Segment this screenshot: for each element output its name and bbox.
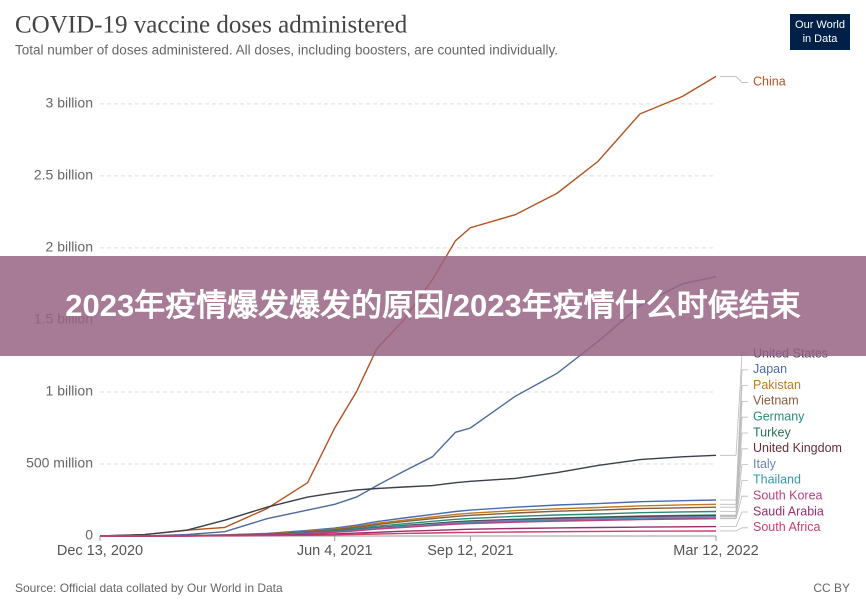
legend-label: China [753,75,786,89]
source: Source: Official data collated by Our Wo… [15,581,283,595]
y-tick-label: 0 [85,527,93,543]
legend-leader [720,416,748,512]
chart-subtitle: Total number of doses administered. All … [15,43,558,58]
legend-label: Saudi Arabia [753,504,824,518]
legend-leader [720,479,748,519]
legend-leader [720,385,748,505]
logo-text: Our World [795,19,845,31]
x-tick-label: Mar 12, 2022 [673,543,758,559]
series-line [100,510,717,537]
legend-label: Vietnam [753,394,799,408]
legend-leader [720,448,748,517]
legend-label: Pakistan [753,378,801,392]
x-tick-label: Dec 13, 2020 [57,543,143,559]
logo-text: in Data [803,33,839,45]
x-tick-label: Sep 12, 2021 [427,543,513,559]
license: CC BY [813,581,850,595]
x-tick-label: Jun 4, 2021 [297,543,373,559]
legend-label: Turkey [753,425,791,439]
y-tick-label: 3 billion [46,95,93,111]
y-tick-label: 2.5 billion [34,167,93,183]
legend-leader [720,511,748,528]
legend-leader [720,353,748,456]
legend-leader [720,76,748,83]
y-tick-label: 2 billion [46,239,93,255]
legend-label: South Africa [753,520,820,534]
legend-leader [720,432,748,516]
y-tick-label: 1 billion [46,383,93,399]
legend-label: South Korea [753,488,823,502]
chart-title: COVID-19 vaccine doses administered [15,12,408,39]
legend-leader [720,400,748,508]
legend-label: Germany [753,409,805,423]
banner: 2023年疫情爆发爆发的原因/2023年疫情什么时候结束 [0,256,866,356]
series-line [100,530,717,537]
y-tick-label: 500 million [26,455,93,471]
legend-label: United Kingdom [753,441,842,455]
legend-label: Japan [753,362,787,376]
series-line [99,454,717,537]
legend-leader [720,527,748,532]
logo-box [790,14,850,50]
legend-leader [720,495,748,520]
legend-leader [720,464,748,517]
legend-label: Thailand [753,473,801,487]
legend-label: Italy [753,457,777,471]
legend-leader [720,369,748,501]
